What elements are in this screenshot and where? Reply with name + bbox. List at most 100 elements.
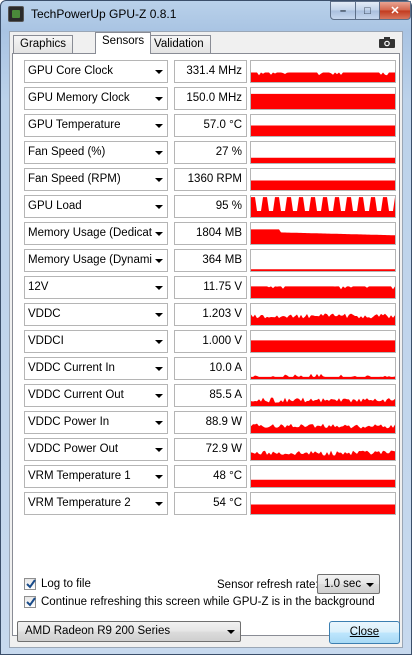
sensor-graph-area [251, 125, 395, 136]
sensor-name: GPU Temperature [28, 119, 121, 131]
sensor-graph-plot [251, 340, 395, 352]
tab-graphics-card[interactable]: Graphics Card [13, 35, 74, 66]
sensor-graph-plot [251, 373, 395, 379]
sensor-graph-plot [251, 229, 395, 244]
sensor-value: 11.75 V [174, 276, 247, 299]
sensor-graph [250, 249, 396, 272]
sensor-name-dropdown[interactable]: VRM Temperature 2 [24, 492, 168, 515]
sensor-value: 88.9 W [174, 411, 247, 434]
sensor-graph [250, 222, 396, 245]
checkmark-icon [26, 579, 36, 589]
checkmark-icon [26, 597, 36, 607]
sensor-name-dropdown[interactable]: Fan Speed (RPM) [24, 168, 168, 191]
sensor-row: Memory Usage (Dedicated) 1804 MB [24, 222, 396, 246]
sensor-row: VDDCI 1.000 V [24, 330, 396, 354]
sensor-graph-area [251, 197, 395, 217]
sensor-name: VRM Temperature 1 [28, 470, 131, 482]
sensor-graph-area [251, 180, 395, 190]
sensor-name: Fan Speed (%) [28, 146, 106, 158]
continue-refresh-label[interactable]: Continue refreshing this screen while GP… [41, 596, 375, 608]
sensor-name-dropdown[interactable]: VRM Temperature 1 [24, 465, 168, 488]
title-bar[interactable]: TechPowerUp GPU-Z 0.8.1 – □ ✕ [1, 1, 411, 28]
chevron-down-icon [155, 205, 163, 209]
tab-validation[interactable]: Validation [147, 35, 211, 53]
sensor-value: 72.9 W [174, 438, 247, 461]
sensor-graph-plot [251, 479, 395, 487]
sensor-row: VRM Temperature 1 48 °C [24, 465, 396, 489]
sensor-name-dropdown[interactable]: VDDCI [24, 330, 168, 353]
gpu-select[interactable]: AMD Radeon R9 200 Series [17, 621, 241, 642]
continue-refresh-checkbox[interactable] [24, 596, 36, 608]
sensor-graph [250, 438, 396, 461]
sensor-row: GPU Memory Clock 150.0 MHz [24, 87, 396, 111]
sensor-value: 95 % [174, 195, 247, 218]
sensor-graph-area [251, 286, 395, 298]
sensor-graph [250, 114, 396, 137]
sensor-name-dropdown[interactable]: GPU Temperature [24, 114, 168, 137]
chevron-down-icon [155, 367, 163, 371]
sensor-name-dropdown[interactable]: Memory Usage (Dynamic) [24, 249, 168, 272]
sensor-graph [250, 492, 396, 515]
sensor-name-dropdown[interactable]: Fan Speed (%) [24, 141, 168, 164]
sensor-name-dropdown[interactable]: VDDC [24, 303, 168, 326]
sensor-graph-plot [251, 157, 395, 163]
sensors-panel: GPU Core Clock 331.4 MHz GPU Memory Clock 1… [12, 53, 400, 636]
log-to-file-label[interactable]: Log to file [41, 578, 91, 590]
sensor-row: GPU Load 95 % [24, 195, 396, 219]
sensor-name-dropdown[interactable]: VDDC Power Out [24, 438, 168, 461]
sensor-graph-plot [251, 93, 395, 109]
gpuz-app-icon [8, 6, 24, 22]
minimize-icon: – [339, 4, 347, 17]
sensor-value: 331.4 MHz [174, 60, 247, 83]
sensor-name-dropdown[interactable]: GPU Load [24, 195, 168, 218]
sensor-graph-plot [251, 197, 395, 217]
sensor-name: GPU Memory Clock [28, 92, 130, 104]
chevron-down-icon [155, 97, 163, 101]
refresh-rate-label: Sensor refresh rate: [217, 579, 319, 591]
sensor-name: 12V [28, 281, 49, 293]
maximize-button[interactable]: □ [355, 1, 380, 20]
sensor-value: 1.000 V [174, 330, 247, 353]
sensor-name-dropdown[interactable]: 12V [24, 276, 168, 299]
sensor-value: 150.0 MHz [174, 87, 247, 110]
sensor-name-dropdown[interactable]: VDDC Power In [24, 411, 168, 434]
sensor-graph-plot [251, 423, 395, 433]
close-icon: ✕ [390, 5, 400, 17]
chevron-down-icon [155, 448, 163, 452]
sensor-name: Fan Speed (RPM) [28, 173, 121, 185]
sensor-value: 48 °C [174, 465, 247, 488]
sensor-name: VDDC Current Out [28, 389, 124, 401]
close-button[interactable]: Close [329, 621, 400, 644]
gpu-select-value: AMD Radeon R9 200 Series [25, 625, 171, 637]
sensor-graph-area [251, 397, 395, 406]
sensor-graph-area [251, 479, 395, 487]
tab-sensors[interactable]: Sensors [95, 32, 152, 54]
sensor-row: GPU Core Clock 331.4 MHz [24, 60, 396, 84]
sensor-name-dropdown[interactable]: Memory Usage (Dedicated) [24, 222, 168, 245]
sensor-graph-plot [251, 180, 395, 190]
sensor-name-dropdown[interactable]: VDDC Current In [24, 357, 168, 380]
sensor-graph-area [251, 269, 395, 271]
sensor-name-dropdown[interactable]: VDDC Current Out [24, 384, 168, 407]
client-area: Graphics Card Sensors Validation GPU Cor… [9, 31, 403, 648]
sensor-value: 1804 MB [174, 222, 247, 245]
refresh-rate-value: 1.0 sec [324, 578, 362, 590]
sensor-row: Fan Speed (%) 27 % [24, 141, 396, 165]
sensor-graph [250, 384, 396, 407]
sensor-name: VDDC Current In [28, 362, 115, 374]
window-title: TechPowerUp GPU-Z 0.8.1 [31, 7, 177, 21]
sensor-graph [250, 465, 396, 488]
sensor-name-dropdown[interactable]: GPU Core Clock [24, 60, 168, 83]
tab-label: Validation [154, 38, 204, 50]
close-window-button[interactable]: ✕ [379, 1, 411, 20]
sensor-name: VRM Temperature 2 [28, 497, 131, 509]
sensor-name-dropdown[interactable]: GPU Memory Clock [24, 87, 168, 110]
chevron-down-icon [155, 313, 163, 317]
log-to-file-checkbox[interactable] [24, 578, 36, 590]
chevron-down-icon [155, 502, 163, 506]
minimize-button[interactable]: – [330, 1, 356, 20]
refresh-rate-select[interactable]: 1.0 sec [317, 574, 380, 594]
sensor-graph [250, 87, 396, 110]
camera-icon[interactable] [378, 36, 396, 48]
